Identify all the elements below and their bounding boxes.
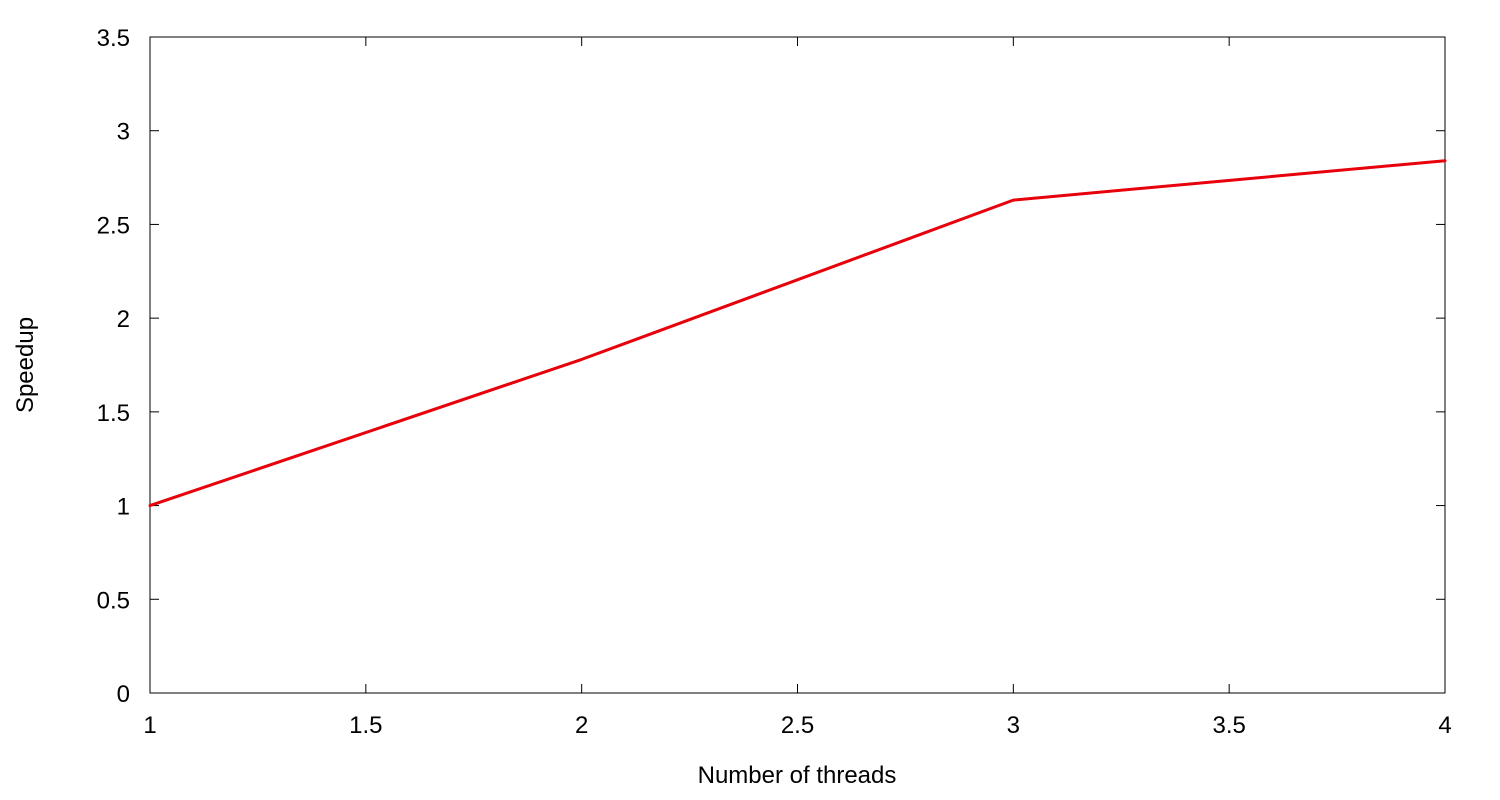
y-axis: 0 0.5 1 1.5 2 2.5 3 3.5 — [97, 25, 1445, 708]
x-tick-label: 4 — [1438, 712, 1451, 739]
x-tick-label: 1 — [143, 712, 156, 739]
x-tick-label: 2.5 — [781, 712, 814, 739]
x-tick-label: 3.5 — [1212, 712, 1245, 739]
y-tick-label: 1 — [117, 494, 130, 521]
plot-frame — [149, 36, 1446, 694]
y-tick-label: 2.5 — [97, 212, 130, 239]
x-axis: 1 1.5 2 2.5 3 3.5 4 — [143, 37, 1452, 739]
x-axis-title: Number of threads — [698, 762, 897, 789]
series-layer — [148, 159, 1447, 508]
x-tick-label: 3 — [1007, 712, 1020, 739]
x-tick-label: 2 — [575, 712, 588, 739]
y-tick-label: 2 — [117, 306, 130, 333]
y-tick-label: 3 — [117, 119, 130, 146]
y-tick-label: 0 — [117, 681, 130, 708]
y-tick-label: 1.5 — [97, 400, 130, 427]
y-tick-label: 3.5 — [97, 25, 130, 52]
series-line — [148, 159, 1447, 508]
y-tick-label: 0.5 — [97, 587, 130, 614]
y-axis-title: Speedup — [12, 317, 39, 413]
x-tick-label: 1.5 — [349, 712, 382, 739]
